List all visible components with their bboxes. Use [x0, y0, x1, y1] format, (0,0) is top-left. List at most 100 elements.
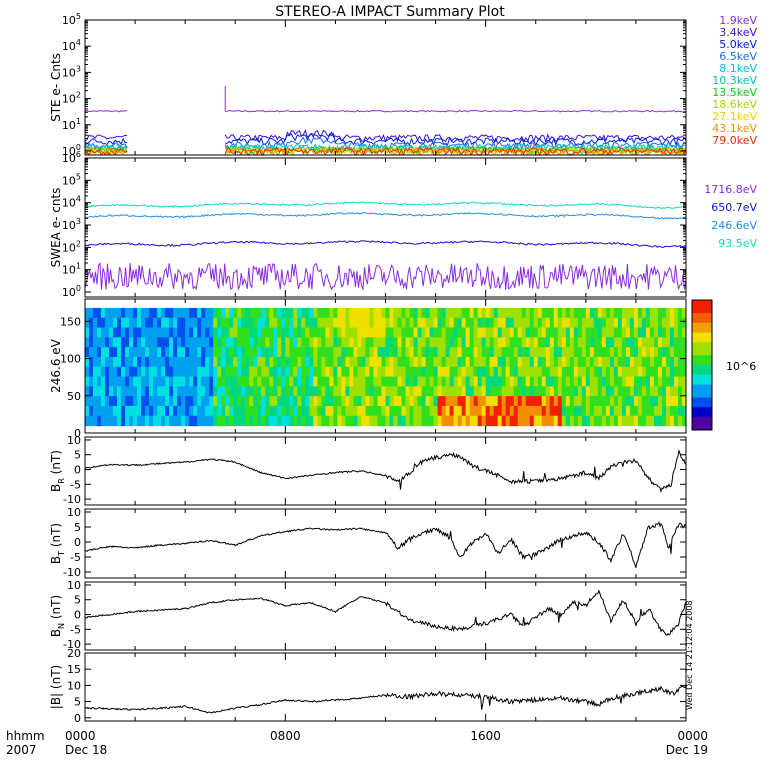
heatmap-cell	[569, 347, 575, 358]
heatmap-cell	[441, 337, 447, 348]
heatmap-cell	[301, 386, 306, 397]
heatmap-cell	[353, 307, 359, 319]
heatmap-cell	[449, 415, 455, 427]
heatmap-cell	[637, 356, 643, 368]
heatmap-cell	[497, 337, 503, 348]
heatmap-cell	[537, 386, 543, 397]
heatmap-cell	[93, 386, 98, 397]
heatmap-cell	[329, 317, 335, 329]
heatmap-cell	[613, 337, 619, 348]
legend-entry: 1716.8eV	[704, 183, 757, 196]
heatmap-cell	[365, 327, 371, 338]
heatmap-cell	[397, 307, 403, 319]
heatmap-cell	[653, 405, 659, 417]
heatmap-cell	[409, 366, 415, 378]
heatmap-cell	[277, 405, 282, 417]
heatmap-cell	[665, 405, 671, 417]
heatmap-cell	[125, 337, 130, 348]
heatmap-cell	[661, 415, 667, 427]
heatmap-cell	[677, 386, 683, 397]
heatmap-cell	[281, 327, 286, 338]
colorbar-swatch	[692, 413, 712, 418]
heatmap-cell	[437, 366, 443, 378]
heatmap-cell	[253, 405, 258, 417]
heatmap-cell	[353, 337, 359, 348]
heatmap-cell	[233, 317, 238, 329]
heatmap-cell	[521, 405, 527, 417]
heatmap-cell	[281, 415, 286, 427]
heatmap-cell	[281, 307, 286, 319]
heatmap-cell	[437, 327, 443, 338]
heatmap-cell	[485, 327, 491, 338]
heatmap-cell	[329, 405, 335, 417]
heatmap-cell	[481, 317, 487, 329]
heatmap-cell	[189, 327, 194, 338]
heatmap-cell	[193, 415, 198, 427]
heatmap-cell	[105, 327, 110, 338]
heatmap-cell	[145, 327, 150, 338]
heatmap-cell	[521, 347, 527, 358]
heatmap-cell	[449, 376, 455, 387]
heatmap-cell	[649, 415, 655, 427]
heatmap-cell	[501, 327, 507, 338]
plot-area	[85, 307, 686, 427]
heatmap-cell	[553, 386, 559, 397]
heatmap-cell	[169, 376, 174, 387]
heatmap-cell	[277, 337, 282, 348]
heatmap-cell	[393, 307, 399, 319]
heatmap-cell	[545, 356, 551, 368]
heatmap-cell	[201, 317, 206, 329]
heatmap-cell	[505, 405, 511, 417]
heatmap-cell	[269, 307, 274, 319]
heatmap-cell	[217, 386, 222, 397]
heatmap-cell	[605, 376, 611, 387]
heatmap-cell	[205, 415, 210, 427]
heatmap-cell	[481, 405, 487, 417]
heatmap-cell	[653, 396, 659, 407]
heatmap-cell	[117, 317, 122, 329]
heatmap-cell	[441, 396, 447, 407]
heatmap-cell	[157, 386, 162, 397]
heatmap-cell	[501, 347, 507, 358]
heatmap-cell	[493, 317, 499, 329]
heatmap-cell	[413, 386, 419, 397]
heatmap-cell	[125, 327, 130, 338]
heatmap-cell	[529, 347, 535, 358]
heatmap-cell	[369, 347, 375, 358]
heatmap-cell	[117, 307, 122, 319]
heatmap-cell	[109, 415, 114, 427]
heatmap-cell	[85, 405, 90, 417]
heatmap-cell	[129, 376, 134, 387]
heatmap-cell	[205, 347, 210, 358]
heatmap-cell	[89, 405, 94, 417]
heatmap-cell	[293, 405, 298, 417]
heatmap-cell	[265, 327, 270, 338]
heatmap-cell	[217, 376, 222, 387]
heatmap-cell	[265, 405, 270, 417]
heatmap-cell	[637, 347, 643, 358]
heatmap-cell	[177, 317, 182, 329]
heatmap-cell	[145, 396, 150, 407]
heatmap-cell	[581, 386, 587, 397]
heatmap-cell	[85, 347, 90, 358]
heatmap-cell	[665, 307, 671, 319]
time-tick-label: 0800	[270, 729, 301, 743]
heatmap-cell	[205, 317, 210, 329]
heatmap-cell	[273, 396, 278, 407]
heatmap-cell	[561, 337, 567, 348]
heatmap-cell	[313, 415, 318, 427]
heatmap-cell	[565, 366, 571, 378]
heatmap-cell	[449, 356, 455, 368]
heatmap-cell	[193, 366, 198, 378]
heatmap-cell	[145, 307, 150, 319]
heatmap-cell	[473, 386, 479, 397]
heatmap-cell	[589, 356, 595, 368]
heatmap-cell	[261, 317, 266, 329]
colorbar-swatch	[692, 384, 712, 389]
heatmap-cell	[405, 415, 411, 427]
heatmap-cell	[465, 356, 471, 368]
heatmap-cell	[213, 356, 218, 368]
heatmap-cell	[577, 327, 583, 338]
heatmap-cell	[321, 396, 326, 407]
heatmap-cell	[617, 327, 623, 338]
